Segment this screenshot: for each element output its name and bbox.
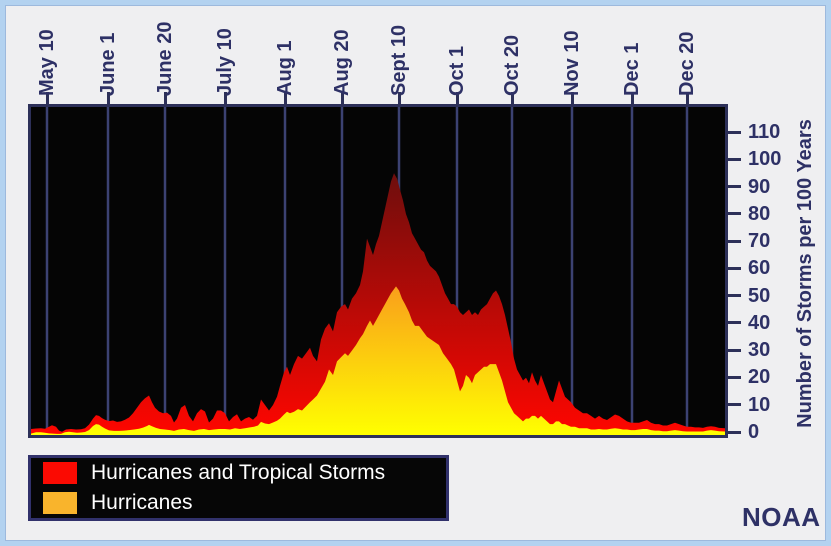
storms-swatch bbox=[43, 462, 77, 484]
y-axis-tick bbox=[728, 348, 741, 352]
y-axis-tick bbox=[728, 403, 741, 407]
x-axis-label: Aug 1 bbox=[274, 40, 296, 96]
x-axis-tick bbox=[570, 92, 574, 105]
x-axis-tick bbox=[106, 92, 110, 105]
y-axis-tick bbox=[728, 321, 741, 325]
y-axis-title: Number of Storms per 100 Years bbox=[782, 118, 828, 428]
legend-row-storms: Hurricanes and Tropical Storms bbox=[43, 461, 446, 485]
legend-row-hurricanes: Hurricanes bbox=[43, 491, 446, 515]
x-axis-label: Oct 1 bbox=[446, 45, 468, 96]
hurricanes-legend-label: Hurricanes bbox=[91, 491, 193, 514]
hurricanes-area bbox=[31, 286, 725, 435]
x-axis-tick bbox=[340, 92, 344, 105]
y-axis-label: 60 bbox=[748, 257, 771, 280]
y-axis-label: 30 bbox=[748, 339, 771, 362]
y-axis-tick bbox=[728, 212, 741, 216]
y-axis-tick bbox=[728, 185, 741, 189]
x-axis-tick bbox=[45, 92, 49, 105]
y-axis-label: 90 bbox=[748, 175, 771, 198]
x-axis-label: June 1 bbox=[97, 32, 119, 96]
x-axis-tick bbox=[397, 92, 401, 105]
y-axis-tick bbox=[728, 266, 741, 270]
x-axis-tick bbox=[283, 92, 287, 105]
x-axis-label: Oct 20 bbox=[501, 34, 523, 96]
x-axis-label: Aug 20 bbox=[331, 29, 353, 96]
y-axis-label: 50 bbox=[748, 284, 771, 307]
x-axis-tick bbox=[455, 92, 459, 105]
y-axis-tick bbox=[728, 375, 741, 379]
y-axis-label: 70 bbox=[748, 230, 771, 253]
x-axis-label: May 10 bbox=[36, 29, 58, 96]
y-axis-label: 0 bbox=[748, 421, 760, 443]
y-axis-title-text: Number of Storms per 100 Years bbox=[793, 118, 816, 428]
x-axis-tick bbox=[630, 92, 634, 105]
y-axis-tick bbox=[728, 294, 741, 298]
storm-frequency-chart bbox=[31, 107, 725, 435]
legend: Hurricanes and Tropical Storms Hurricane… bbox=[28, 455, 449, 521]
x-axis-tick bbox=[685, 92, 689, 105]
y-axis-label: 80 bbox=[748, 202, 771, 225]
x-axis-label: Nov 10 bbox=[561, 30, 583, 96]
x-axis-label: Sept 10 bbox=[388, 24, 410, 96]
y-axis-tick bbox=[728, 130, 741, 134]
plot-area bbox=[28, 104, 728, 438]
hurricanes-swatch bbox=[43, 492, 77, 514]
x-axis-tick bbox=[163, 92, 167, 105]
x-axis-label: Dec 20 bbox=[676, 31, 698, 97]
x-axis-tick bbox=[223, 92, 227, 105]
y-axis-label: 100 bbox=[748, 148, 782, 171]
y-axis-label: 40 bbox=[748, 311, 771, 334]
storms-legend-label: Hurricanes and Tropical Storms bbox=[91, 461, 386, 484]
storms-area bbox=[31, 173, 725, 435]
noaa-logo-text: NOAA bbox=[742, 502, 821, 532]
x-axis-tick bbox=[510, 92, 514, 105]
y-axis-tick bbox=[728, 157, 741, 161]
x-axis-label: Dec 1 bbox=[621, 42, 643, 96]
y-axis-label: 20 bbox=[748, 366, 771, 389]
x-axis-label: June 20 bbox=[154, 21, 176, 96]
y-axis-tick bbox=[728, 239, 741, 243]
x-axis-label: July 10 bbox=[214, 28, 236, 96]
y-axis-tick bbox=[728, 430, 741, 434]
y-axis-label: 10 bbox=[748, 393, 771, 416]
y-axis-label: 110 bbox=[748, 121, 781, 143]
